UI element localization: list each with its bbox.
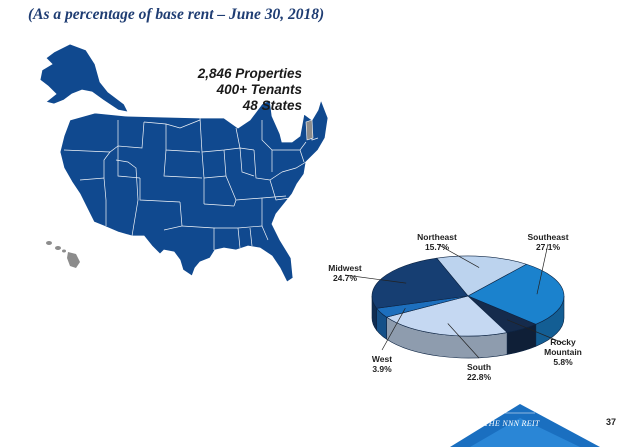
leader-line-rocky-mountain [506, 319, 564, 344]
pie-label-northeast: Northeast 15.7% [417, 232, 457, 252]
states-count: 48 States [242, 98, 302, 113]
pie-slice-midwest [371, 257, 469, 309]
pie-label-west: West 3.9% [371, 354, 393, 374]
pie-label-midwest: Midwest 24.7% [328, 263, 362, 283]
leader-line-south [447, 323, 480, 359]
pie-slice-northeast [436, 255, 528, 297]
hawaii-shape [46, 241, 80, 268]
properties-count: 2,846 Properties [197, 66, 302, 81]
pie-label-southeast: Southeast 27.1% [527, 232, 569, 252]
portfolio-stats: 2,846 Properties 400+ Tenants 48 States [150, 66, 302, 114]
leader-line-northeast [436, 243, 480, 268]
leader-line-west [381, 307, 406, 351]
page-number: 37 [605, 417, 616, 427]
state-borders [63, 117, 319, 250]
tenants-count: 400+ Tenants [216, 82, 302, 97]
pie-label-south: South 22.8% [466, 362, 492, 382]
leader-line-southeast [536, 243, 549, 295]
excluded-state-shape [305, 119, 314, 141]
logo-text: THE NNN REIT [484, 419, 540, 428]
contiguous-us-shape [59, 98, 329, 283]
pie-label-rocky-mountain: Rocky Mountain 5.8% [544, 337, 582, 367]
page-subtitle: (As a percentage of base rent – June 30,… [28, 6, 325, 23]
pie-slice-south [385, 295, 508, 337]
alaska-shape [39, 43, 129, 113]
leader-line-midwest [344, 274, 407, 284]
